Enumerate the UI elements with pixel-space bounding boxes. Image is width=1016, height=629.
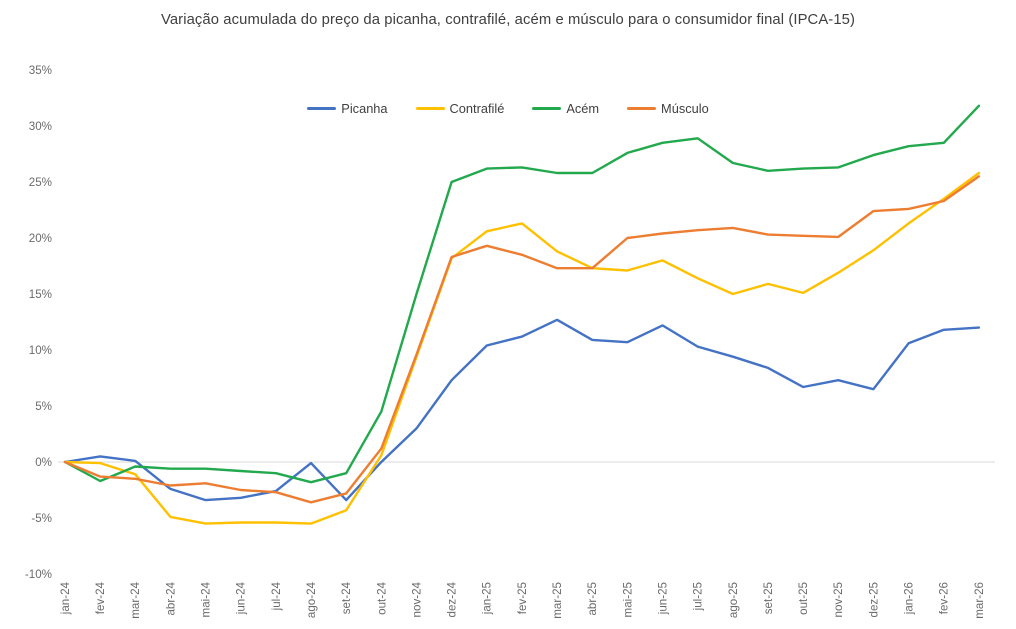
x-tick-label: mai-24 — [200, 581, 213, 617]
x-tick-label: fev-24 — [94, 581, 107, 614]
x-tick-label: set-25 — [762, 582, 775, 614]
x-tick-label: out-25 — [797, 582, 810, 615]
legend-label: Músculo — [661, 101, 709, 116]
x-tick-label: mar-24 — [129, 581, 142, 618]
y-tick-label: 30% — [29, 120, 52, 133]
legend-line-icon — [415, 107, 445, 110]
legend-line-icon — [627, 107, 657, 110]
x-tick-label: out-24 — [375, 581, 388, 614]
x-tick-label: abr-24 — [164, 581, 177, 615]
y-tick-label: 0% — [35, 456, 52, 469]
y-tick-label: 5% — [35, 400, 52, 413]
x-tick-label: jan-24 — [59, 581, 72, 615]
legend-item-contrafile[interactable]: Contrafilé — [415, 101, 505, 116]
legend: Picanha Contrafilé Acém Músculo — [0, 101, 1016, 116]
x-tick-label: dez-24 — [446, 581, 459, 617]
x-tick-label: mar-25 — [551, 582, 564, 619]
x-tick-label: jun-25 — [656, 582, 669, 615]
x-tick-label: fev-26 — [938, 582, 951, 614]
x-tick-label: nov-24 — [410, 581, 423, 617]
x-tick-label: abr-25 — [586, 582, 599, 616]
legend-item-picanha[interactable]: Picanha — [307, 101, 388, 116]
legend-label: Contrafilé — [449, 101, 505, 116]
y-tick-label: 20% — [29, 232, 52, 245]
x-tick-label: set-24 — [340, 581, 353, 614]
y-tick-label: -5% — [31, 512, 52, 525]
x-tick-label: mar-26 — [973, 582, 986, 619]
y-tick-label: 10% — [29, 344, 52, 357]
x-tick-label: dez-25 — [867, 582, 880, 617]
series-line-contrafile — [63, 171, 981, 525]
x-tick-label: mai-25 — [621, 582, 634, 617]
x-tick-label: ago-25 — [727, 582, 740, 618]
legend-label: Picanha — [341, 101, 388, 116]
x-tick-label: jul-24 — [270, 581, 283, 611]
y-tick-label: -10% — [25, 568, 52, 581]
chart-title: Variação acumulada do preço da picanha, … — [160, 12, 856, 28]
y-tick-label: 35% — [29, 64, 52, 77]
series-line-musculo — [63, 175, 981, 504]
legend-line-icon — [532, 107, 562, 110]
x-tick-label: jul-25 — [692, 582, 705, 611]
x-tick-label: ago-24 — [305, 581, 318, 618]
series-line-acem — [63, 104, 981, 484]
legend-item-musculo[interactable]: Músculo — [627, 101, 709, 116]
y-tick-label: 25% — [29, 176, 52, 189]
legend-label: Acém — [566, 101, 600, 116]
x-tick-label: nov-25 — [832, 582, 845, 617]
x-tick-label: jun-24 — [235, 581, 248, 615]
x-tick-label: jan-25 — [481, 582, 494, 615]
y-tick-label: 15% — [29, 288, 52, 301]
series-line-picanha — [63, 318, 981, 502]
legend-item-acem[interactable]: Acém — [532, 101, 599, 116]
legend-line-icon — [307, 107, 337, 110]
x-tick-label: jan-26 — [903, 582, 916, 615]
x-tick-label: fev-25 — [516, 582, 529, 614]
